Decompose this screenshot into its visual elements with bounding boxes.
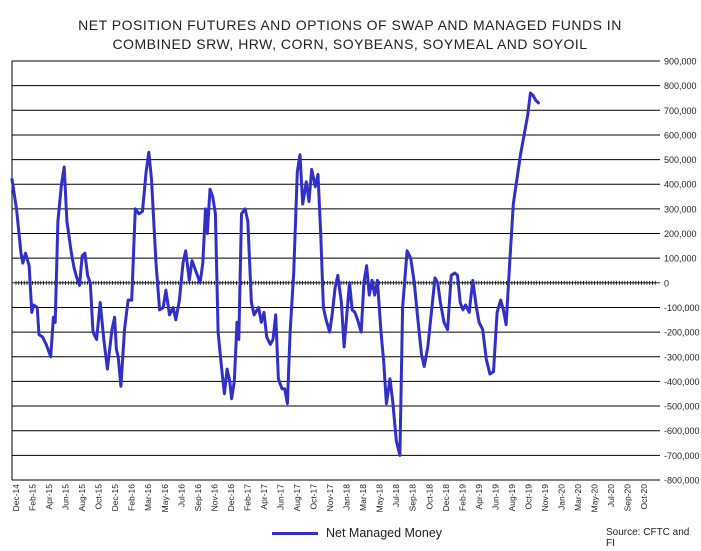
y-tick-label: -200,000: [664, 328, 700, 338]
x-tick-label: Aug-19: [507, 484, 517, 512]
x-tick-label: Apr-15: [44, 484, 54, 510]
x-tick-label: Jun-17: [275, 484, 285, 510]
x-tick-label: Oct-18: [424, 484, 434, 510]
x-tick-label: Dec-14: [11, 484, 21, 512]
x-tick-label: Feb-15: [28, 484, 38, 511]
y-tick-label: 200,000: [664, 229, 697, 239]
legend-swatch: [272, 531, 318, 535]
y-tick-label: 100,000: [664, 254, 697, 264]
x-tick-label: Mar-18: [358, 484, 368, 511]
y-tick-label: 500,000: [664, 155, 697, 165]
x-tick-label: Oct-20: [639, 484, 649, 510]
x-tick-label: Jun-19: [490, 484, 500, 510]
x-tick-label: Jul-16: [176, 484, 186, 507]
x-tick-label: Sep-16: [193, 484, 203, 512]
y-tick-label: 0: [664, 278, 669, 288]
chart-title: NET POSITION FUTURES AND OPTIONS OF SWAP…: [78, 17, 622, 33]
y-tick-label: 300,000: [664, 204, 697, 214]
y-tick-label: 700,000: [664, 106, 697, 116]
x-tick-label: Dec-18: [441, 484, 451, 512]
x-tick-label: May-16: [160, 484, 170, 513]
y-tick-label: -500,000: [664, 402, 700, 412]
legend: Net Managed Money: [272, 526, 442, 540]
legend-label: Net Managed Money: [326, 526, 443, 540]
x-tick-label: Aug-17: [292, 484, 302, 512]
y-tick-label: -700,000: [664, 451, 700, 461]
x-tick-label: Apr-17: [259, 484, 269, 510]
y-tick-label: -400,000: [664, 377, 700, 387]
x-tick-label: Nov-16: [209, 484, 219, 512]
x-tick-label: Jan-20: [557, 484, 567, 510]
x-tick-label: Feb-16: [127, 484, 137, 511]
y-tick-label: 800,000: [664, 81, 697, 91]
x-tick-label: Jul-18: [391, 484, 401, 507]
x-tick-label: Nov-17: [325, 484, 335, 512]
x-tick-label: Apr-19: [474, 484, 484, 510]
y-tick-label: -300,000: [664, 352, 700, 362]
x-tick-label: Dec-16: [226, 484, 236, 512]
y-tick-label: -600,000: [664, 426, 700, 436]
x-tick-label: Aug-15: [77, 484, 87, 512]
source-note: Source: CFTC and FI: [606, 527, 690, 549]
x-tick-label: Nov-19: [540, 484, 550, 512]
x-tick-label: Sep-20: [623, 484, 633, 512]
x-tick-label: Jan-18: [342, 484, 352, 510]
y-tick-label: 600,000: [664, 130, 697, 140]
x-tick-label: Feb-19: [457, 484, 467, 511]
x-tick-label: May-18: [375, 484, 385, 513]
x-tick-label: May-20: [590, 484, 600, 513]
x-tick-label: Oct-17: [309, 484, 319, 510]
x-tick-label: Sep-18: [408, 484, 418, 512]
y-tick-label: 400,000: [664, 180, 697, 190]
x-tick-label: Oct-19: [523, 484, 533, 510]
x-tick-label: Jun-15: [61, 484, 71, 510]
y-tick-label: -100,000: [664, 303, 700, 313]
x-tick-label: Dec-15: [110, 484, 120, 512]
chart-subtitle: COMBINED SRW, HRW, CORN, SOYBEANS, SOYME…: [112, 36, 588, 52]
x-tick-label: Jul-20: [606, 484, 616, 507]
y-tick-label: -800,000: [664, 476, 700, 486]
y-tick-label: 900,000: [664, 57, 697, 67]
series-line-net-managed-money: [10, 91, 540, 457]
x-tick-label: Mar-20: [573, 484, 583, 511]
x-tick-label: Mar-16: [143, 484, 153, 511]
x-tick-label: Oct-15: [94, 484, 104, 510]
x-tick-label: Feb-17: [242, 484, 252, 511]
